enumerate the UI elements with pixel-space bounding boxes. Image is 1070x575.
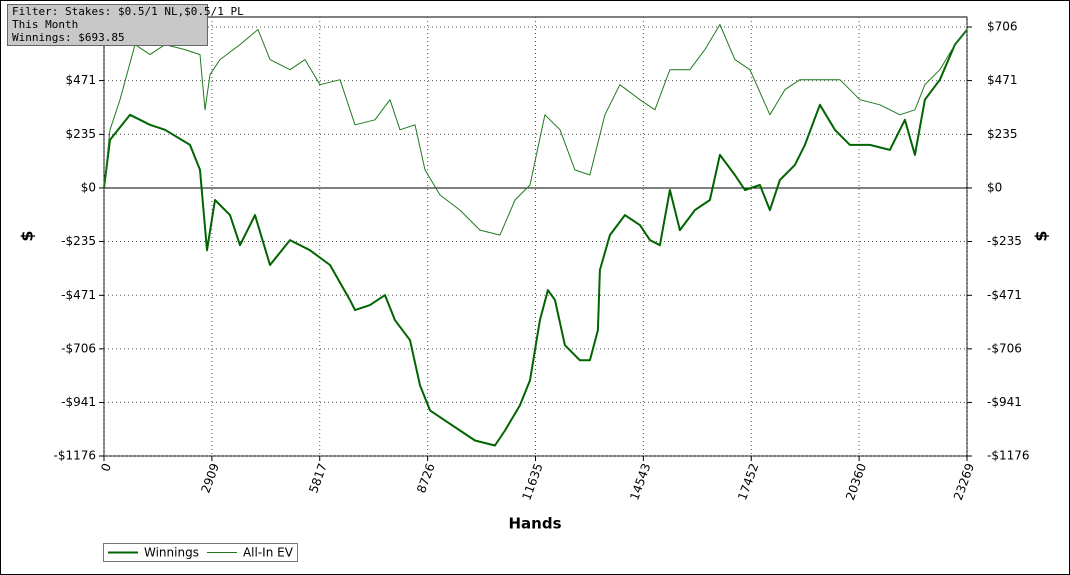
y-tick-label: $471 — [65, 73, 96, 87]
y2-tick-label: $0 — [987, 180, 1002, 194]
filter-text: This Month — [12, 18, 78, 31]
x-tick-label: 0 — [98, 461, 114, 473]
y-tick-label: -$1176 — [53, 449, 96, 463]
legend-label: Winnings — [144, 546, 199, 560]
y-tick-label: -$706 — [61, 341, 96, 355]
y-tick-label: $235 — [65, 127, 96, 141]
y2-tick-label: -$471 — [987, 288, 1022, 302]
filter-text: Filter: Stakes: $0.5/1 NL,$0.5/1 PL — [12, 5, 244, 18]
plot-area — [103, 16, 968, 457]
y2-axis-label: $ — [1032, 230, 1051, 241]
y2-tick-label: -$235 — [987, 234, 1022, 248]
y2-tick-label: -$706 — [987, 341, 1022, 355]
x-axis-label: Hands — [508, 515, 561, 533]
y-tick-label: -$941 — [61, 395, 96, 409]
y-tick-label: -$235 — [61, 234, 96, 248]
series-line — [103, 24, 968, 236]
filter-text: Winnings: $693.85 — [12, 31, 125, 44]
y2-tick-label: $706 — [987, 20, 1018, 34]
y-tick-label: $0 — [81, 180, 96, 194]
y2-tick-label: $235 — [987, 127, 1018, 141]
y2-tick-label: -$1176 — [987, 449, 1030, 463]
y-axis-label: $ — [18, 230, 37, 241]
y-tick-label: -$471 — [61, 288, 96, 302]
y2-tick-label: -$941 — [987, 395, 1022, 409]
legend-label: All-In EV — [243, 546, 294, 560]
y2-tick-label: $471 — [987, 73, 1018, 87]
filter-box — [7, 4, 208, 46]
series-line — [103, 29, 968, 447]
legend-box — [103, 543, 298, 562]
